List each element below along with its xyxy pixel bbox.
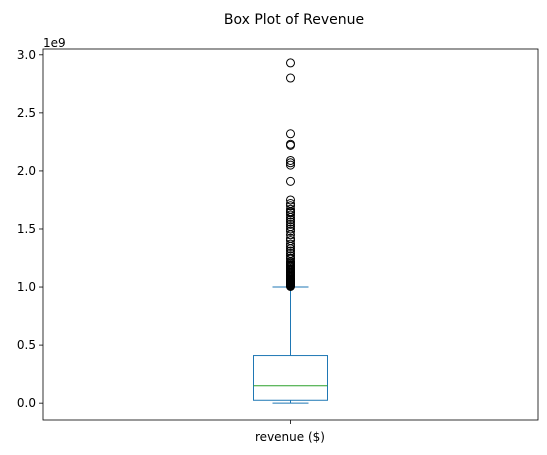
y-tick-label: 1.5 [17,222,36,236]
outlier-point [286,158,295,168]
y-tick-label: 0.0 [17,396,36,410]
outlier-point [286,224,295,234]
outlier-point [286,210,295,220]
outlier-point [286,230,295,240]
outlier-point [286,226,295,236]
y-tick-label: 1.0 [17,280,36,294]
y-axis-multiplier: 1e9 [43,36,66,50]
outlier-point [286,241,295,251]
outlier-point [286,155,295,165]
outlier-point [286,73,295,83]
outlier-point [286,176,295,186]
x-tick-label: revenue ($) [255,430,325,444]
outlier-point [286,201,295,211]
outlier-point [286,217,295,227]
plot-area: 0.0 0.5 1.0 1.5 2.0 2.5 3.0 [17,48,539,424]
outlier-point [286,215,295,225]
outlier-point [286,160,295,170]
outlier-point [286,212,295,222]
outlier-point [286,281,295,291]
y-tick-label: 2.0 [17,164,36,178]
y-tick-label: 2.5 [17,106,36,120]
y-tick-label: 0.5 [17,338,36,352]
chart-title: Box Plot of Revenue [224,12,364,28]
outlier-point [286,208,295,218]
outlier-point [286,244,295,254]
outlier-point [286,195,295,205]
outlier-point [286,140,295,150]
outlier-point [286,219,295,229]
outlier-point [286,239,295,249]
y-tick-label: 3.0 [17,48,36,62]
iqr-box [253,355,328,401]
outlier-point [286,129,295,139]
outlier-point [286,58,295,68]
